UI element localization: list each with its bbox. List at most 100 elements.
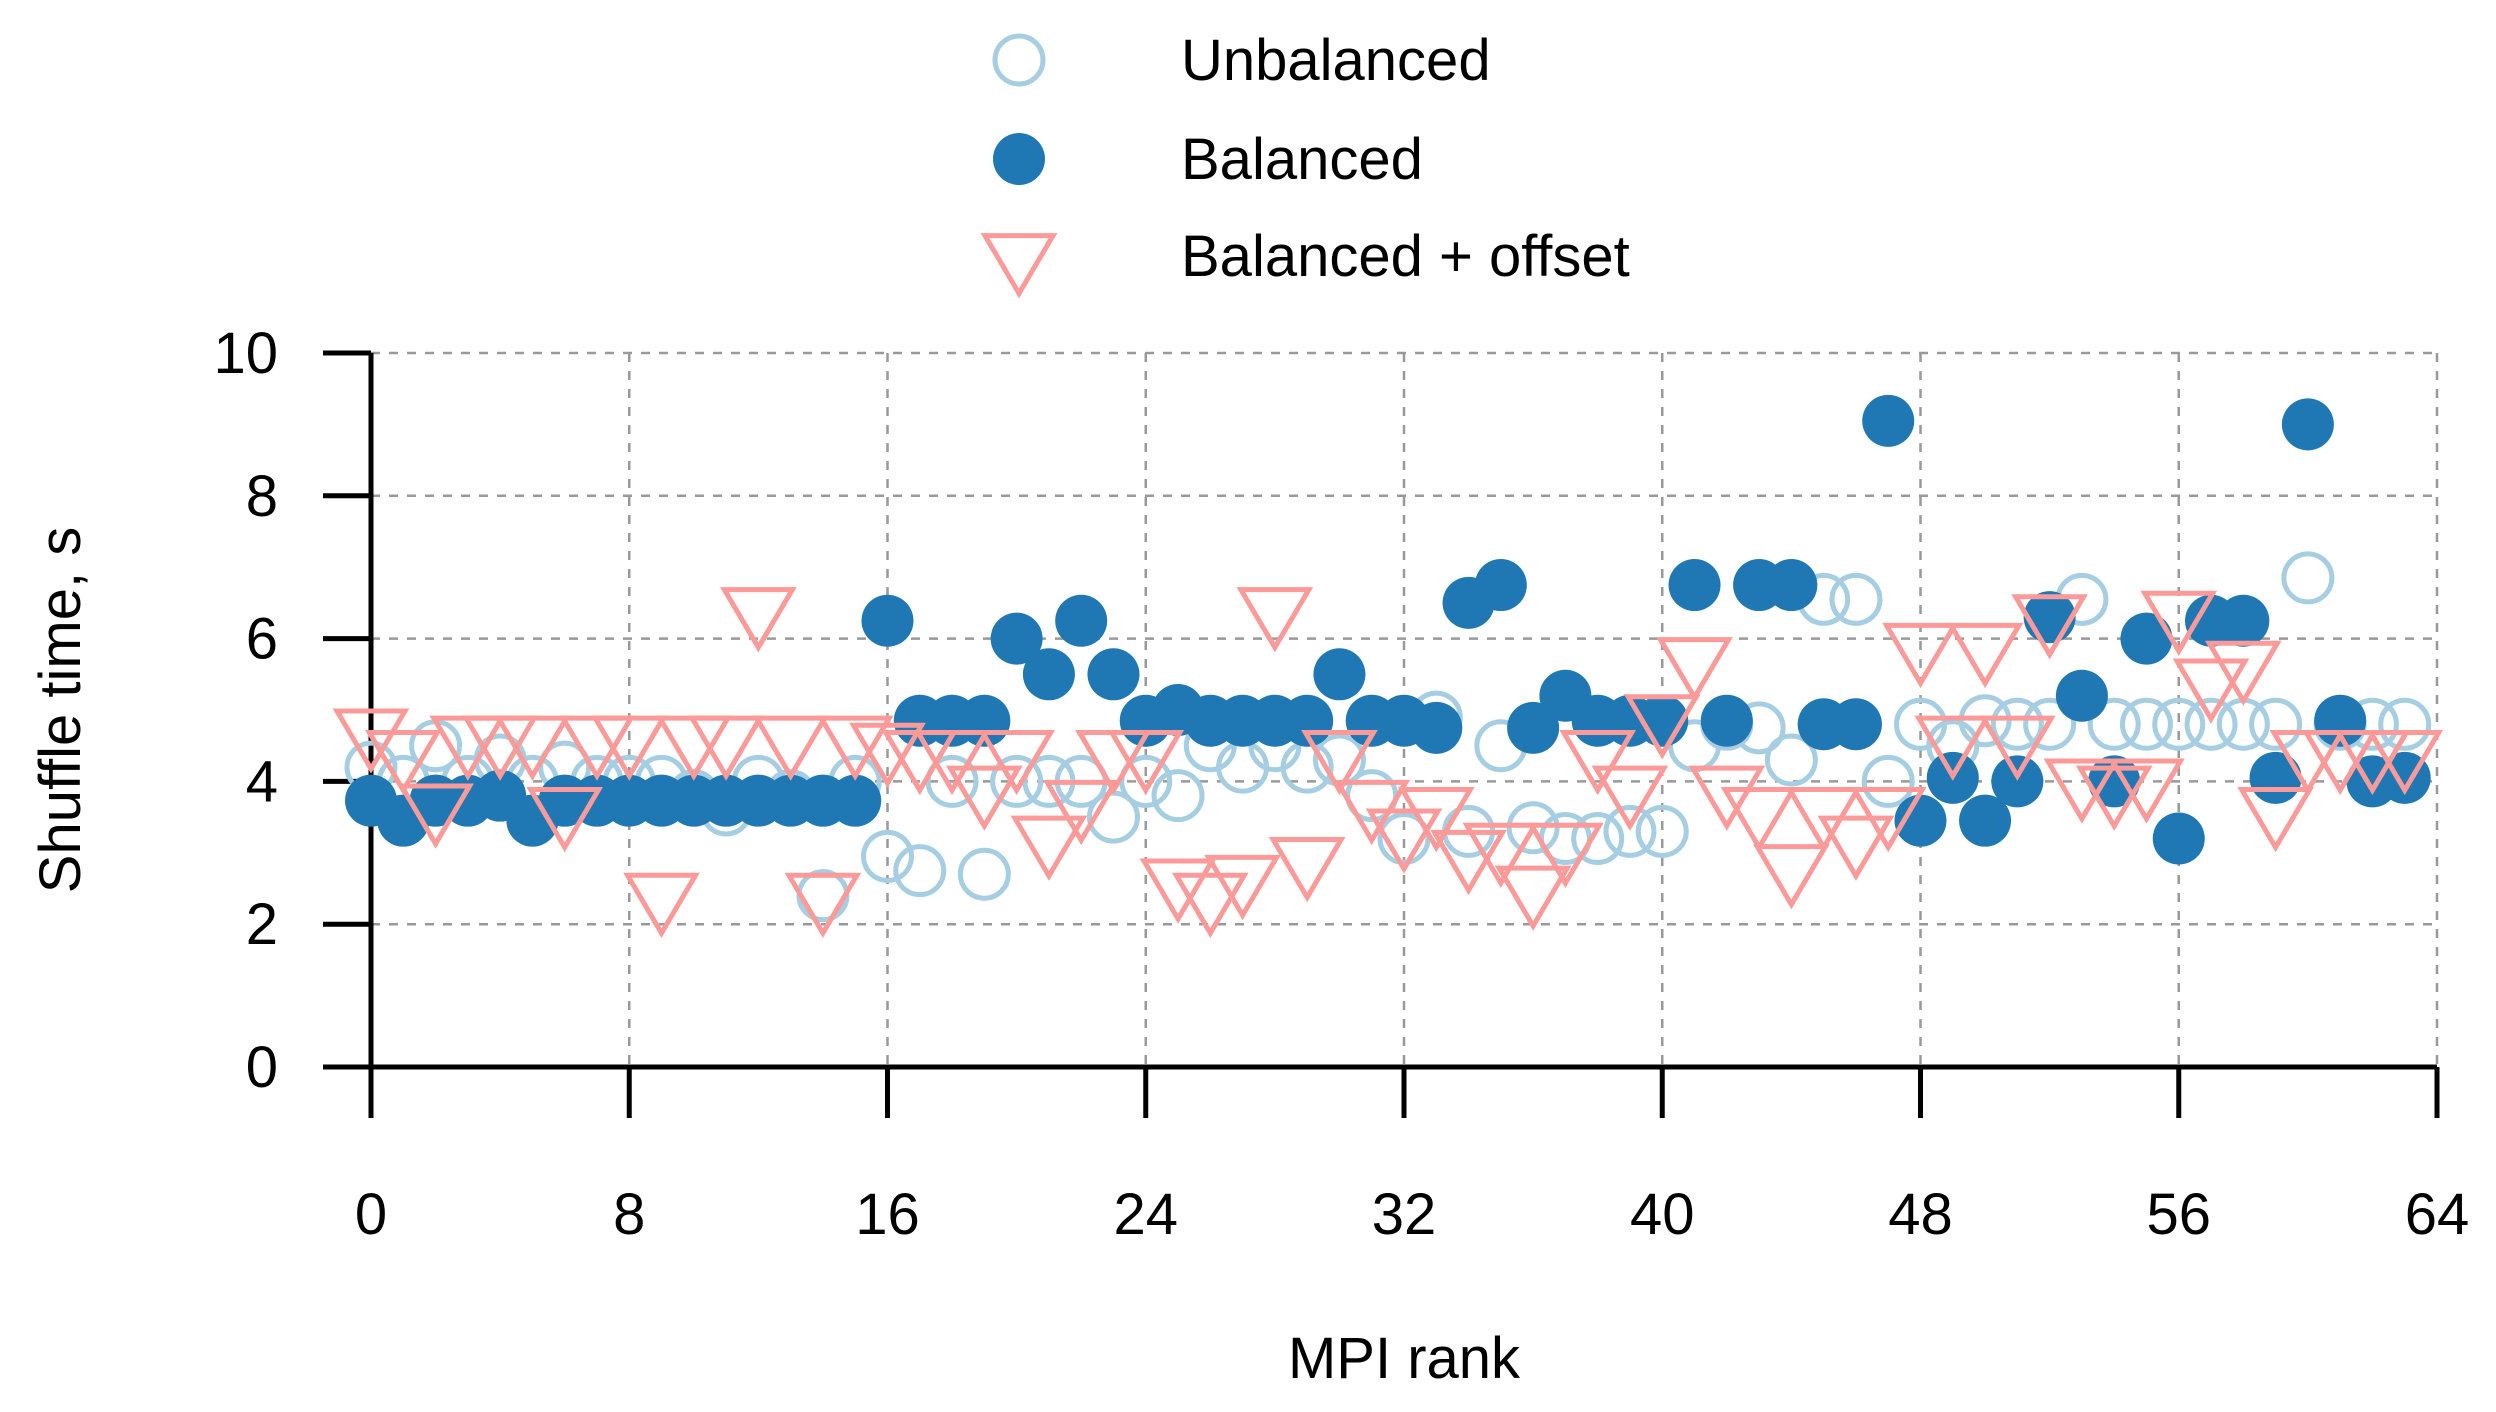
point-offset — [1236, 587, 1314, 653]
point-unbalanced — [796, 869, 850, 923]
point-balanced — [1765, 559, 1818, 612]
point-balanced — [1410, 701, 1463, 754]
point-balanced — [2217, 594, 2270, 647]
y-tick-label: 6 — [246, 607, 278, 672]
point-offset — [1494, 865, 1572, 931]
point-unbalanced — [2281, 551, 2335, 605]
point-offset — [913, 729, 991, 796]
point-offset — [1462, 822, 1540, 888]
y-tick-label: 10 — [213, 321, 278, 386]
point-offset — [1656, 637, 1733, 703]
point-balanced — [1668, 559, 1721, 612]
x-tick-label: 24 — [1113, 1182, 1178, 1247]
point-unbalanced — [957, 847, 1011, 901]
point-offset — [397, 783, 474, 849]
point-balanced — [2152, 812, 2205, 865]
point-balanced — [2249, 751, 2302, 804]
point-unbalanced — [2249, 697, 2303, 751]
point-unbalanced — [1861, 754, 1915, 808]
point-unbalanced — [1829, 572, 1883, 626]
point-offset — [2204, 640, 2282, 706]
point-balanced — [1055, 594, 1108, 647]
point-unbalanced — [1764, 733, 1818, 787]
point-unbalanced — [2152, 697, 2206, 751]
point-offset — [1301, 729, 1378, 796]
point-offset — [526, 787, 604, 853]
point-unbalanced — [2119, 697, 2173, 751]
point-offset — [1559, 729, 1637, 796]
point-offset — [2237, 787, 2314, 853]
point-balanced — [1959, 794, 2012, 847]
point-offset — [1365, 808, 1443, 874]
data-points — [332, 394, 2444, 938]
legend-marker-unbalanced — [992, 33, 1046, 87]
point-unbalanced — [925, 754, 979, 808]
y-tick-label: 0 — [246, 1035, 278, 1100]
point-unbalanced — [2023, 697, 2077, 751]
x-tick-label: 64 — [2405, 1182, 2470, 1247]
point-offset — [687, 715, 765, 781]
point-offset — [1591, 765, 1669, 831]
y-tick-label: 8 — [246, 464, 278, 529]
point-offset — [1623, 694, 1701, 760]
point-offset — [945, 765, 1023, 831]
y-tick-label: 2 — [246, 892, 278, 957]
legend: Unbalanced Balanced Balanced + offset — [980, 28, 1630, 299]
point-balanced — [829, 774, 882, 827]
point-offset — [752, 715, 830, 781]
point-offset — [1139, 858, 1217, 924]
point-offset — [2140, 590, 2218, 656]
legend-marker-balanced — [993, 133, 1045, 185]
x-tick-label: 56 — [2146, 1182, 2211, 1247]
point-offset — [1397, 787, 1475, 853]
legend-marker-offset — [980, 233, 1058, 299]
point-balanced — [2055, 669, 2108, 722]
point-unbalanced — [990, 754, 1044, 808]
point-offset — [2366, 729, 2444, 796]
point-offset — [2043, 758, 2121, 824]
point-unbalanced — [1958, 694, 2012, 748]
x-tick-label: 48 — [1888, 1182, 1953, 1247]
point-offset — [1171, 872, 1249, 938]
point-balanced — [1087, 648, 1140, 701]
point-offset — [1204, 854, 1281, 921]
point-offset — [1107, 729, 1185, 796]
point-offset — [1817, 815, 1895, 881]
point-offset — [1527, 822, 1604, 888]
x-tick-label: 40 — [1630, 1182, 1695, 1247]
point-unbalanced — [1506, 801, 1560, 855]
x-tick-label: 0 — [355, 1182, 387, 1247]
point-balanced — [861, 594, 914, 647]
point-unbalanced — [861, 829, 914, 883]
point-unbalanced — [2378, 697, 2432, 751]
point-offset — [1010, 815, 1088, 881]
point-unbalanced — [2184, 697, 2238, 751]
point-unbalanced — [893, 844, 947, 898]
point-offset — [1688, 765, 1766, 831]
point-offset — [2172, 658, 2250, 724]
point-offset — [1882, 622, 1959, 689]
point-offset — [784, 872, 862, 938]
point-offset — [1978, 715, 2056, 781]
point-unbalanced — [1119, 754, 1173, 808]
point-unbalanced — [1151, 769, 1205, 823]
point-offset — [1268, 837, 1346, 903]
point-balanced — [1474, 559, 1527, 612]
point-unbalanced — [1990, 697, 2044, 751]
point-offset — [655, 715, 733, 781]
point-offset — [2108, 758, 2185, 824]
point-balanced — [2281, 398, 2334, 451]
point-unbalanced — [1377, 812, 1431, 866]
point-offset — [623, 872, 700, 938]
x-tick-label: 32 — [1372, 1182, 1437, 1247]
point-offset — [1946, 622, 2024, 689]
point-unbalanced — [1603, 804, 1657, 858]
legend-label-unbalanced: Unbalanced — [1181, 28, 1491, 93]
point-unbalanced — [1571, 812, 1625, 866]
point-offset — [1042, 779, 1120, 846]
point-offset — [1753, 844, 1830, 910]
y-axis-label: Shuffle time, s — [28, 527, 93, 893]
point-balanced — [2120, 612, 2173, 665]
point-offset — [849, 722, 926, 789]
